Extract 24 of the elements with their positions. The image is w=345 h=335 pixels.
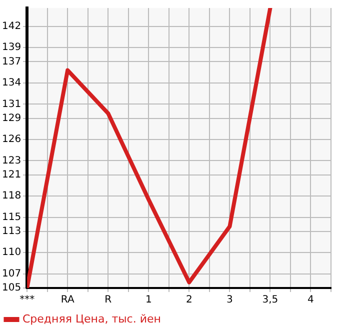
y-tick-label: 107 bbox=[2, 268, 22, 280]
x-tick-label: 1 bbox=[145, 294, 152, 306]
y-tick-label: 118 bbox=[2, 190, 22, 202]
y-tick-label: 126 bbox=[2, 134, 22, 146]
y-tick-label: 123 bbox=[2, 155, 22, 166]
y-tick-label: 131 bbox=[2, 98, 22, 110]
y-tick-label: 139 bbox=[2, 42, 22, 54]
y-tick-label: 137 bbox=[2, 56, 22, 68]
x-tick-label: R bbox=[104, 294, 112, 306]
y-tick-label: 142 bbox=[2, 20, 22, 32]
x-tick-label: 3 bbox=[226, 294, 233, 306]
y-tick-label: 115 bbox=[2, 212, 22, 223]
y-tick-label: 129 bbox=[2, 112, 22, 124]
y-tick-label: 121 bbox=[2, 169, 22, 180]
y-tick-label: 113 bbox=[2, 226, 22, 238]
x-tick-label: 4 bbox=[308, 294, 314, 306]
x-tick-label: *** bbox=[20, 294, 35, 306]
x-tick-label: RA bbox=[60, 294, 74, 306]
x-tick-label: 3,5 bbox=[262, 294, 278, 306]
x-tick-label: 2 bbox=[186, 294, 192, 306]
y-tick-label: 105 bbox=[2, 282, 22, 294]
legend-label: Средняя Цена, тыс. йен bbox=[22, 312, 161, 326]
y-tick-label: 134 bbox=[2, 78, 22, 89]
y-tick-label: 110 bbox=[2, 247, 22, 258]
